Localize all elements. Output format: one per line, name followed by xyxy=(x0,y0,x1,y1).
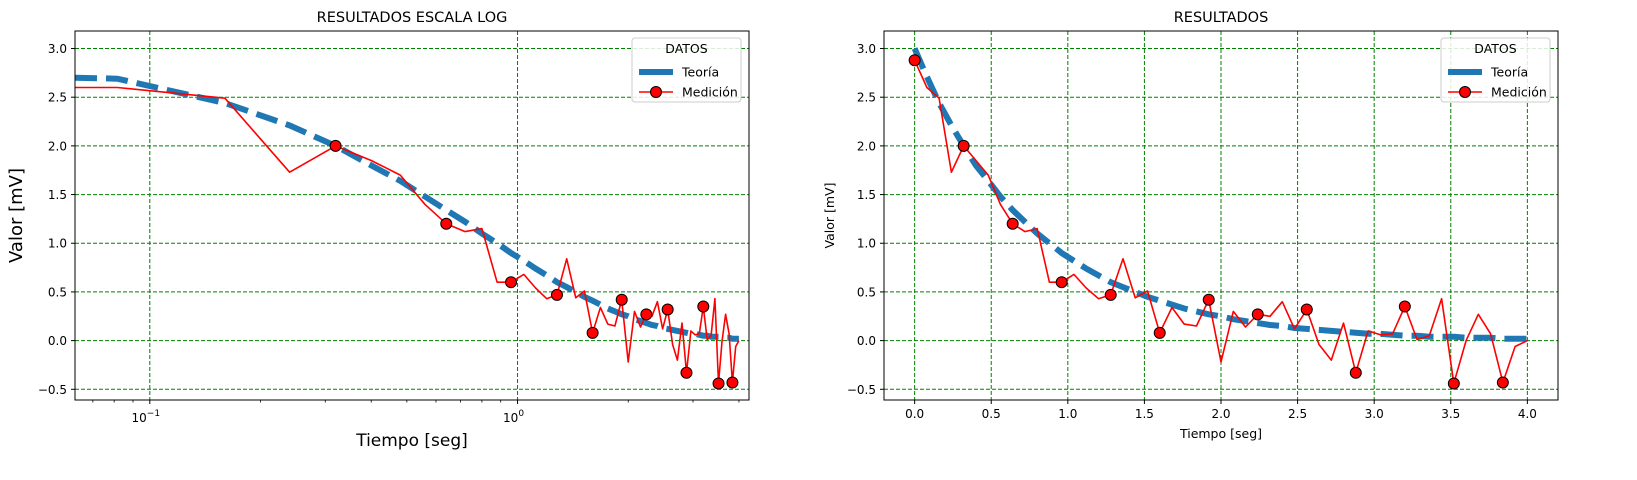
data-point-marker xyxy=(957,139,970,152)
y-tick-label: 1.0 xyxy=(48,237,67,251)
legend-label-medicion: Medición xyxy=(1491,85,1547,100)
x-tick-label: 1.5 xyxy=(1135,407,1154,421)
x-tick-label: 3.5 xyxy=(1441,407,1460,421)
y-tick-label: 0.5 xyxy=(857,285,876,299)
series-line-teoria xyxy=(75,74,739,342)
plot-area xyxy=(75,74,740,385)
data-point-marker xyxy=(329,139,342,152)
legend-marker-medicion xyxy=(650,86,662,98)
legend: DATOS Teoría Medición xyxy=(631,37,742,103)
y-tick-label: 2.5 xyxy=(48,91,67,105)
x-tick-label: 100 xyxy=(503,409,524,425)
axes-frame xyxy=(74,30,750,401)
data-point-marker xyxy=(697,300,710,313)
y-axis-label: Valor [mV] xyxy=(6,168,27,263)
legend-label-teoria: Teoría xyxy=(681,65,719,80)
legend-title: DATOS xyxy=(665,41,707,56)
x-tick-label: 4.0 xyxy=(1518,407,1537,421)
data-point-marker xyxy=(680,366,693,379)
legend-box xyxy=(631,37,742,103)
data-point-marker xyxy=(1447,377,1460,390)
y-tick-label: 1.5 xyxy=(857,188,876,202)
series-line-medicion xyxy=(75,86,740,385)
data-point-marker xyxy=(726,376,739,389)
x-axis-label: Tiempo [seg] xyxy=(355,431,468,451)
y-tick-label: −0.5 xyxy=(847,383,876,397)
chart-linear-scale: −0.5 0.0 0.5 1.0 1.5 2.0 2.5 3.0 0.0 0.5 1.0 1.5 2.0… xyxy=(822,10,1559,441)
chart-title: RESULTADOS xyxy=(1174,10,1269,26)
data-point-marker xyxy=(550,288,563,301)
y-tick-label: 3.0 xyxy=(48,42,67,56)
y-axis-label: Valor [mV] xyxy=(822,183,837,249)
x-tick-label: 3.0 xyxy=(1365,407,1384,421)
data-point-marker xyxy=(1300,303,1313,316)
legend-box xyxy=(1440,37,1551,103)
chart-log-scale: −0.5 0.0 0.5 1.0 1.5 2.0 2.5 3.0 10−1 100 RESULTAD… xyxy=(6,10,750,451)
y-tick-label: 1.0 xyxy=(857,237,876,251)
data-point-marker xyxy=(615,293,628,306)
data-point-marker xyxy=(586,326,599,339)
x-axis-label: Tiempo [seg] xyxy=(1179,426,1262,441)
y-tick-label: 0.5 xyxy=(48,285,67,299)
legend: DATOS Teoría Medición xyxy=(1440,37,1551,103)
y-tick-label: 2.5 xyxy=(857,91,876,105)
data-point-marker xyxy=(1496,376,1509,389)
data-point-marker xyxy=(908,54,921,67)
y-tick-label: 2.0 xyxy=(857,139,876,153)
y-tick-label: 0.0 xyxy=(857,334,876,348)
legend-title: DATOS xyxy=(1474,41,1516,56)
chart-title: RESULTADOS ESCALA LOG xyxy=(317,10,508,26)
y-tick-label: 0.0 xyxy=(48,334,67,348)
x-tick-label: 2.5 xyxy=(1288,407,1307,421)
x-tick-label: 0.5 xyxy=(982,407,1001,421)
data-point-marker xyxy=(1251,308,1264,321)
data-point-marker xyxy=(1006,217,1019,230)
x-tick-label: 2.0 xyxy=(1211,407,1230,421)
data-point-marker xyxy=(440,217,453,230)
x-tick-label: 0.0 xyxy=(905,407,924,421)
y-tick-label: −0.5 xyxy=(38,383,67,397)
data-point-marker xyxy=(505,276,518,289)
y-tick-label: 3.0 xyxy=(857,42,876,56)
legend-label-teoria: Teoría xyxy=(1490,65,1528,80)
y-tick-label: 2.0 xyxy=(48,139,67,153)
y-tick-label: 1.5 xyxy=(48,188,67,202)
data-point-marker xyxy=(640,308,653,321)
legend-marker-medicion xyxy=(1459,86,1471,98)
x-tick-label: 1.0 xyxy=(1058,407,1077,421)
x-tick-label: 10−1 xyxy=(132,409,161,425)
data-point-marker xyxy=(661,303,674,316)
data-point-marker xyxy=(1349,366,1362,379)
data-point-marker xyxy=(1055,276,1068,289)
legend-label-medicion: Medición xyxy=(682,85,738,100)
data-point-marker xyxy=(1202,293,1215,306)
data-point-marker xyxy=(1153,326,1166,339)
data-point-marker xyxy=(712,377,725,390)
data-point-marker xyxy=(1398,300,1411,313)
data-point-marker xyxy=(1104,288,1117,301)
